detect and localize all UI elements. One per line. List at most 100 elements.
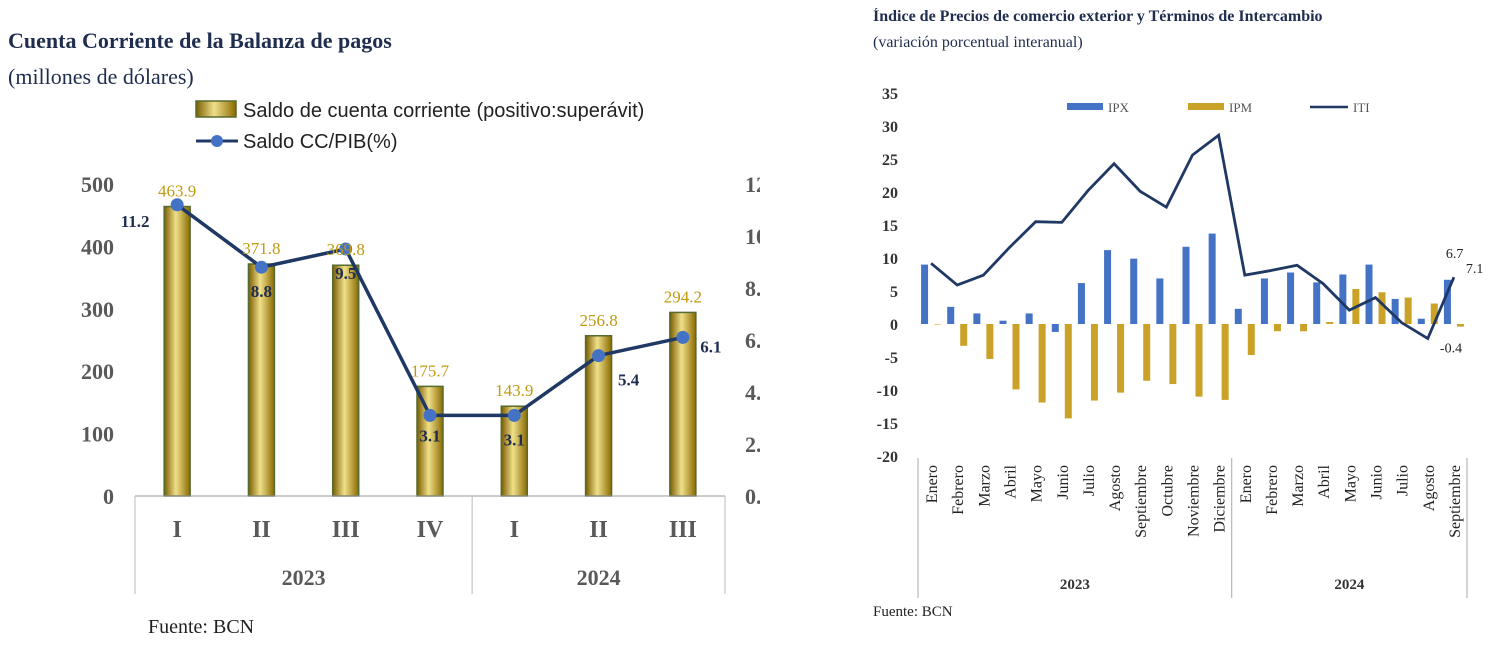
x-category-label: IV <box>417 517 444 543</box>
y-tick-label: 35 <box>882 86 898 103</box>
x-category-label: III <box>332 517 360 543</box>
line-value-label: 5.4 <box>618 371 640 390</box>
left-chart-title: Cuenta Corriente de la Balanza de pagos <box>8 28 392 53</box>
legend-ipm-label: IPM <box>1229 100 1253 115</box>
ipx-bar <box>1339 274 1347 324</box>
x-group-label: 2024 <box>1334 577 1365 593</box>
x-month-label: Marzo <box>976 465 993 507</box>
y-left-tick-label: 500 <box>81 172 114 197</box>
ipm-bar <box>1456 324 1464 327</box>
right-chart-subtitle: (variación porcentual interanual) <box>873 34 1083 51</box>
ratio-marker <box>254 260 268 274</box>
ipm-bar <box>1143 324 1151 381</box>
ipx-bar <box>1130 258 1138 324</box>
y-tick-label: 5 <box>890 284 898 301</box>
y-tick-label: -20 <box>877 449 898 466</box>
x-group-label: 2023 <box>1060 577 1090 593</box>
x-month-label: Marzo <box>1290 465 1307 507</box>
y-tick-label: 15 <box>882 218 898 235</box>
ratio-marker <box>423 408 437 422</box>
ipx-bar <box>1234 308 1242 324</box>
x-month-label: Julio <box>1081 465 1098 496</box>
legend-iti-label: ITI <box>1353 100 1370 115</box>
ipm-bar <box>986 324 994 359</box>
ipx-bar <box>1208 233 1216 324</box>
x-group-label: 2024 <box>577 565 621 590</box>
ipx-bar <box>1260 278 1268 324</box>
y-tick-label: -15 <box>877 416 898 433</box>
x-month-label: Agosto <box>1107 465 1124 511</box>
x-month-label: Octubre <box>1159 465 1176 517</box>
y-left-tick-label: 200 <box>81 359 114 384</box>
y-right-tick-label: 2.0 <box>745 432 760 457</box>
ipx-bar <box>1365 264 1373 324</box>
bar-value-label: 294.2 <box>664 287 702 306</box>
y-right-tick-label: 4.0 <box>745 380 760 405</box>
y-tick-label: 30 <box>882 119 898 136</box>
x-month-label: Junio <box>1369 465 1386 500</box>
y-tick-label: 20 <box>882 185 898 202</box>
x-category-label: II <box>252 517 271 543</box>
ipm-bar <box>1195 324 1203 397</box>
legend-bar-label: Saldo de cuenta corriente (positivo:supe… <box>243 100 644 122</box>
x-month-label: Junio <box>1055 465 1072 500</box>
x-month-label: Abril <box>1316 464 1333 498</box>
ipm-bar <box>1038 324 1046 403</box>
y-left-tick-label: 300 <box>81 297 114 322</box>
ipx-bar <box>1025 313 1033 324</box>
ipx-bar <box>1391 298 1399 324</box>
ipx-bar <box>1417 318 1425 324</box>
legend-ipm-swatch <box>1188 103 1224 110</box>
y-left-tick-label: 400 <box>81 234 114 259</box>
x-group-label: 2023 <box>282 565 326 590</box>
ipx-bar <box>1077 283 1085 324</box>
ipm-bar <box>934 324 942 325</box>
ipx-bar <box>999 320 1007 324</box>
ipx-bar <box>973 313 981 324</box>
ratio-marker <box>507 408 521 422</box>
y-tick-label: -10 <box>877 383 898 400</box>
ipm-bar <box>1117 324 1125 393</box>
ipx-bar <box>1156 278 1164 324</box>
bar-value-label: 369.8 <box>327 240 365 259</box>
left-chart-subtitle: (millones de dólares) <box>8 64 194 89</box>
bar <box>416 385 444 497</box>
iti-line <box>930 132 1456 341</box>
y-tick-label: -5 <box>885 350 898 367</box>
y-right-tick-label: 6.0 <box>745 328 760 353</box>
current-account-chart: Saldo de cuenta corriente (positivo:supe… <box>81 100 760 594</box>
x-month-label: Agosto <box>1421 465 1438 511</box>
annotation-label: 7.1 <box>1466 262 1484 277</box>
y-tick-label: 10 <box>882 251 898 268</box>
legend-line-label: Saldo CC/PIB(%) <box>243 131 398 153</box>
line-value-label: 11.2 <box>121 212 150 231</box>
ipm-bar <box>1090 324 1098 401</box>
ipm-bar <box>1430 303 1438 324</box>
ipm-bar <box>1169 324 1177 385</box>
ipx-bar <box>1051 324 1059 332</box>
ipm-bar <box>960 324 968 346</box>
legend-ipx-swatch <box>1067 103 1103 110</box>
x-month-label: Enero <box>924 465 941 503</box>
annotation-label: -0.4 <box>1440 342 1462 357</box>
x-month-label: Mayo <box>1342 465 1359 502</box>
x-month-label: Septiembre <box>1133 465 1150 538</box>
y-tick-label: 25 <box>882 152 898 169</box>
y-left-tick-label: 0 <box>103 484 114 509</box>
x-category-label: I <box>510 517 519 543</box>
ipx-bar <box>1313 282 1321 324</box>
x-category-label: III <box>669 517 697 543</box>
y-right-tick-label: 0.0 <box>745 484 760 509</box>
annotation-label: 6.7 <box>1446 247 1464 262</box>
legend-bar-swatch <box>195 100 237 118</box>
y-right-tick-label: 10.0 <box>745 224 760 249</box>
line-value-label: 3.1 <box>504 430 525 449</box>
x-month-label: Febrero <box>1264 465 1281 515</box>
bar-value-label: 175.7 <box>411 361 450 380</box>
right-chart-title: Índice de Precios de comercio exterior y… <box>873 8 1323 25</box>
ipm-bar <box>1378 292 1386 324</box>
x-category-label: II <box>589 517 608 543</box>
ratio-marker <box>676 330 690 344</box>
line-value-label: 3.1 <box>419 426 440 445</box>
ipm-bar <box>1012 324 1020 390</box>
